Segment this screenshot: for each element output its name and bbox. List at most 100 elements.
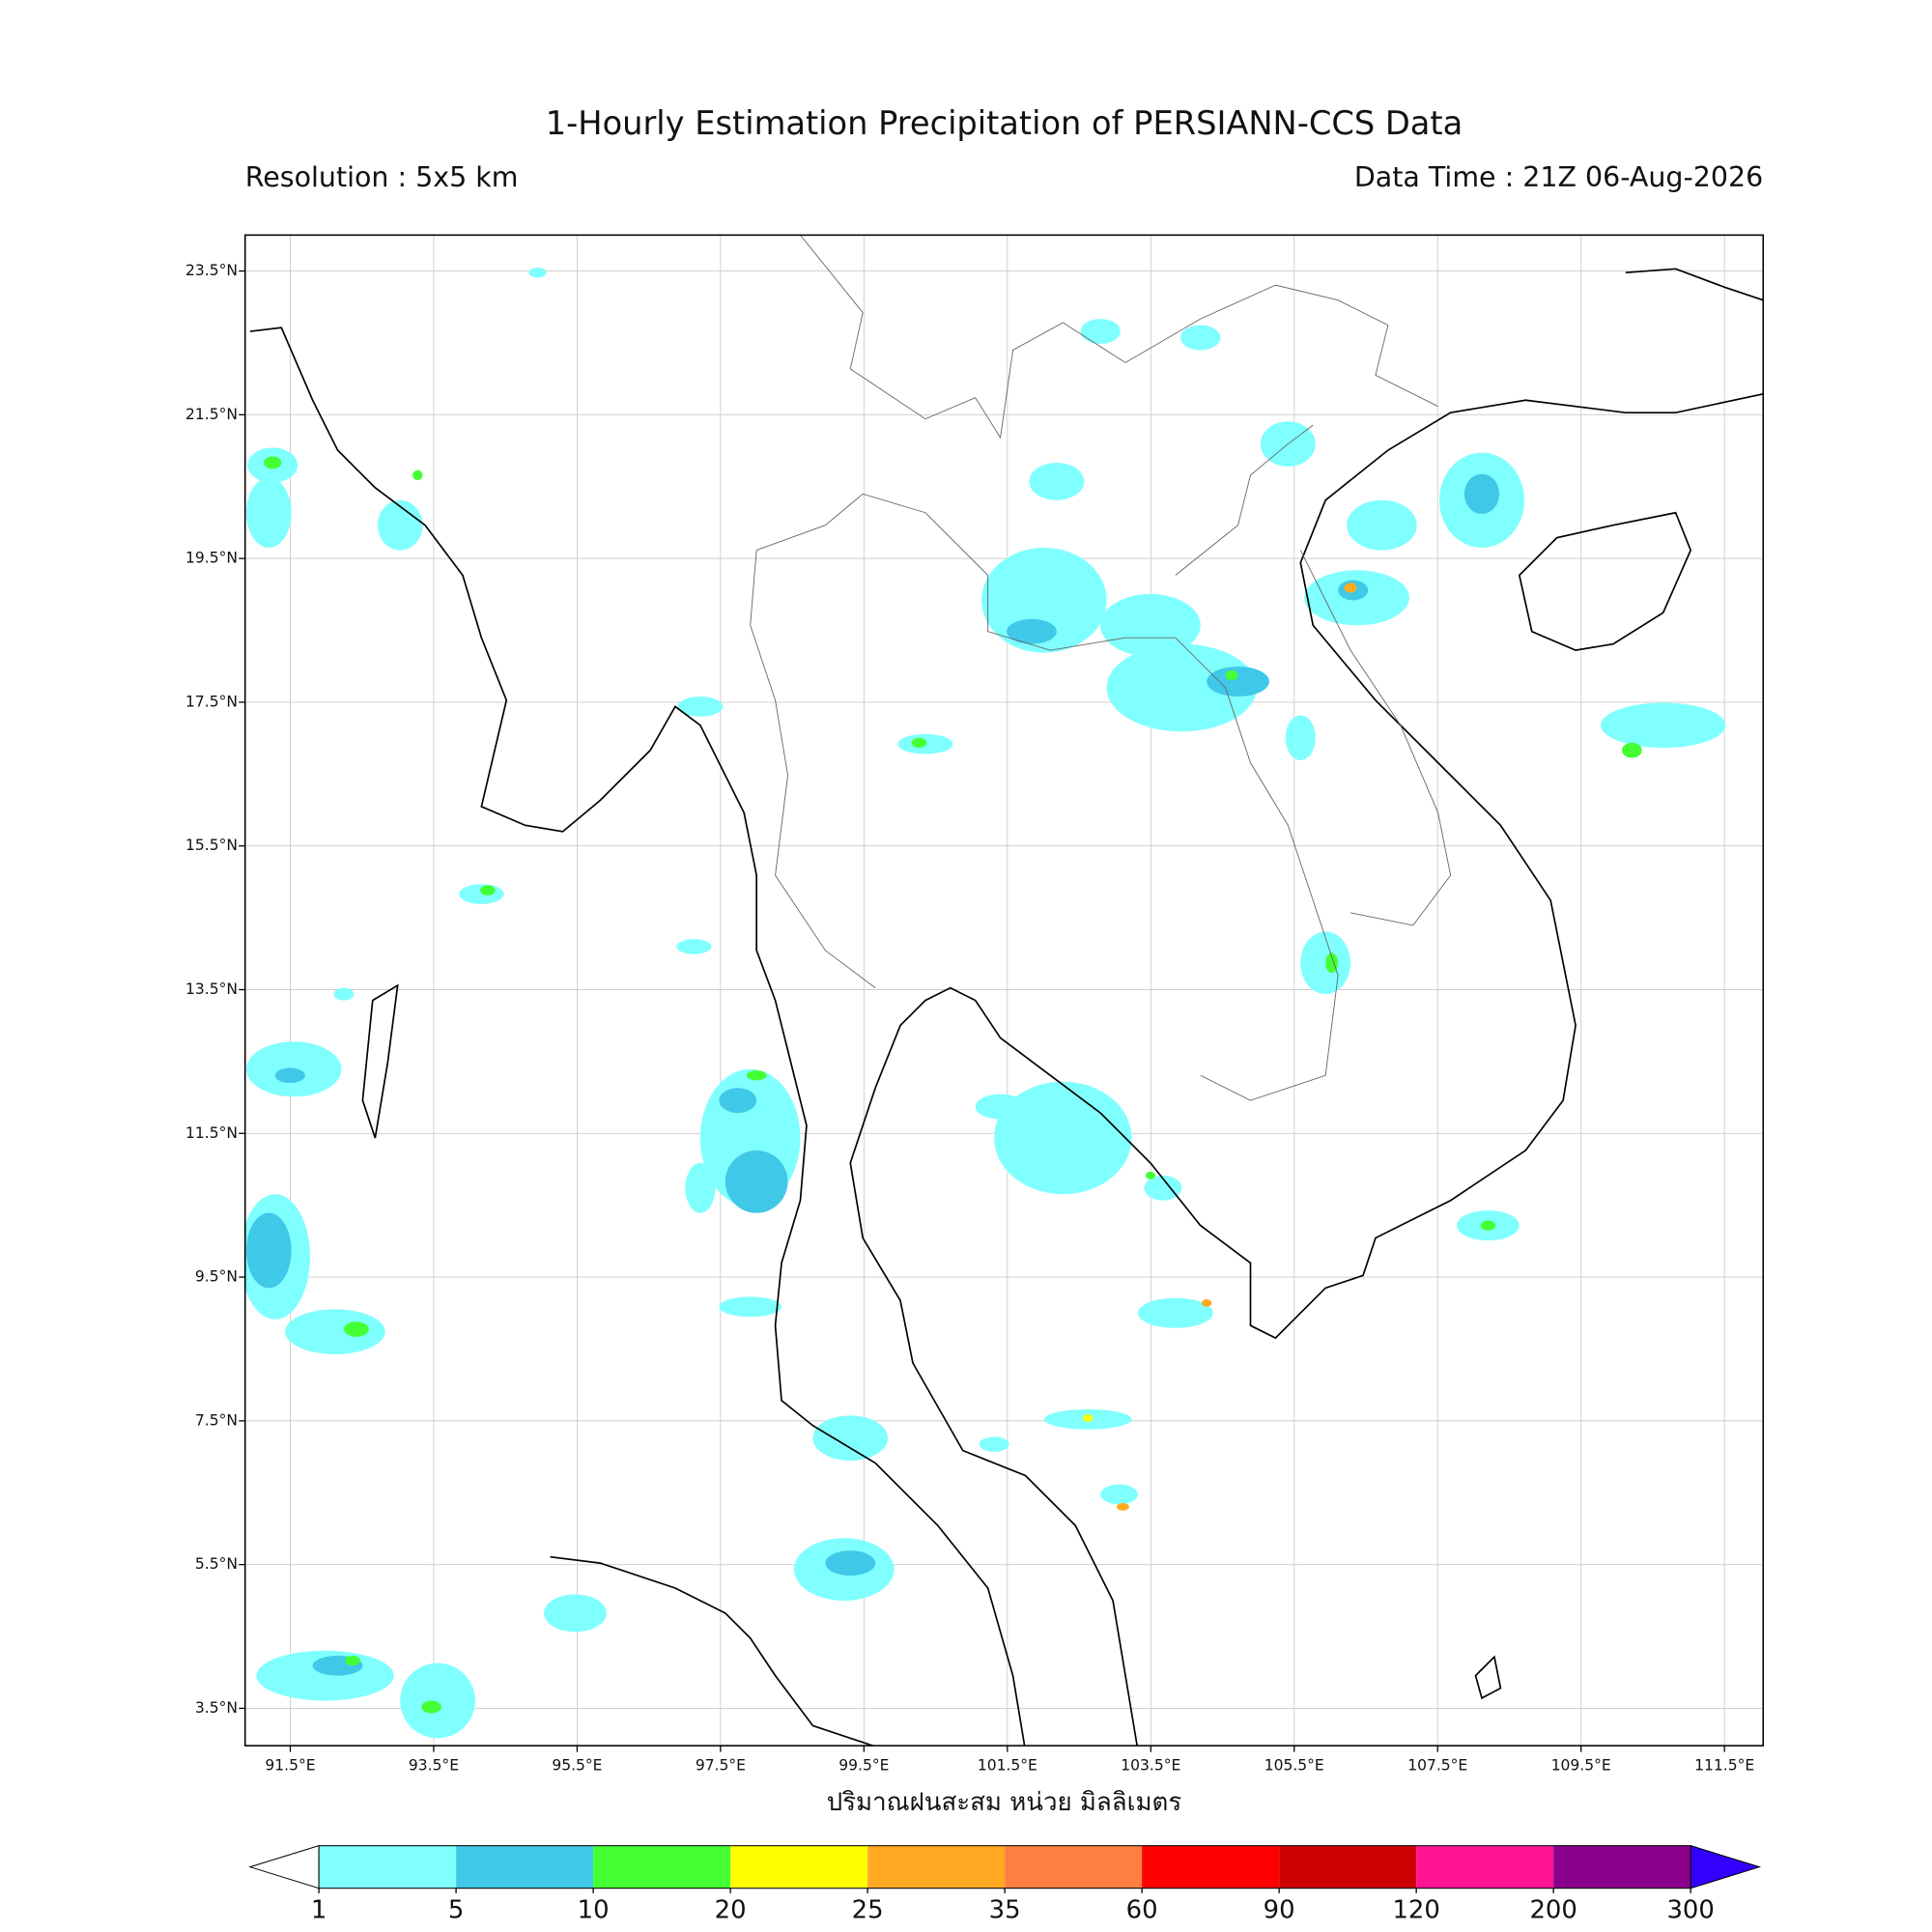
rain-area (421, 1700, 441, 1714)
title: 1-Hourly Estimation Precipitation of PER… (546, 104, 1463, 142)
colorbar-segment (1279, 1845, 1417, 1889)
coastlines (249, 235, 1764, 1747)
rain-area (979, 1436, 1009, 1452)
rain-area (825, 1550, 876, 1577)
rain-area (1207, 666, 1269, 697)
colorbar-label: 90 (1264, 1895, 1295, 1924)
coastline (550, 1555, 876, 1747)
rain-area (377, 499, 423, 551)
colorbar-segment (867, 1845, 1006, 1889)
data-time: Data Time : 21Z 06-Aug-2026 (1354, 161, 1763, 193)
rain-area (412, 469, 423, 481)
rain-area (345, 1655, 360, 1666)
rain-area (1480, 1220, 1496, 1231)
island (361, 983, 399, 1139)
y-tick-label: 3.5°N (195, 1699, 238, 1717)
rain-area (1202, 1298, 1212, 1307)
x-tick-label: 101.5°E (978, 1756, 1037, 1774)
colorbar-segment (1416, 1845, 1554, 1889)
rain-area (1029, 462, 1085, 500)
colorbar-segment (730, 1845, 868, 1889)
colorbar-segment (1553, 1845, 1691, 1889)
border (1175, 424, 1314, 576)
rain-area (1100, 593, 1201, 657)
colorbar-segment (593, 1845, 731, 1889)
colorbar-label: 60 (1126, 1895, 1158, 1924)
rain-area (1007, 618, 1057, 644)
rain-area (1285, 715, 1316, 761)
colorbar-label: 10 (578, 1895, 610, 1924)
rain-area (1106, 643, 1257, 732)
rain-area (1600, 702, 1726, 749)
map-frame (243, 234, 1765, 1747)
rain-area (528, 268, 547, 278)
border (1299, 550, 1452, 926)
rain-area (1144, 1175, 1182, 1201)
colorbar: 1 5 10 20 25 35 60 90 120 200 300 (248, 1844, 1762, 1924)
grid (244, 235, 1764, 1747)
rain-area (975, 1094, 1026, 1120)
y-tick-label: 13.5°N (185, 980, 238, 998)
rain-area (719, 1088, 757, 1114)
rain-area (1463, 473, 1500, 515)
border (750, 550, 876, 989)
rain-area (1100, 1484, 1138, 1505)
rain-area (911, 737, 927, 749)
rain-area (1344, 582, 1357, 593)
y-tick-label: 23.5°N (185, 262, 238, 279)
x-tick-label: 109.5°E (1551, 1756, 1611, 1774)
rain-area (812, 1415, 889, 1461)
colorbar-label: 120 (1392, 1895, 1439, 1924)
x-tick-label: 111.5°E (1694, 1756, 1754, 1774)
rain-area (544, 1594, 607, 1633)
rain-area (676, 939, 712, 954)
rain-area (1225, 669, 1238, 681)
rain-area (724, 1150, 788, 1213)
x-tick-label: 95.5°E (552, 1756, 602, 1774)
rain-area (1137, 1297, 1213, 1328)
colorbar-label: 35 (989, 1895, 1021, 1924)
rain-area (480, 885, 496, 895)
x-tick-label: 105.5°E (1264, 1756, 1324, 1774)
rain-area (1347, 499, 1417, 551)
border (756, 493, 1339, 1101)
island (1518, 511, 1692, 652)
rain-area (677, 696, 724, 717)
rain-area (1116, 1502, 1129, 1511)
coastline (849, 392, 1764, 1747)
rain-area (274, 1067, 305, 1084)
colorbar-label: 300 (1666, 1895, 1714, 1924)
rain-area (246, 477, 292, 548)
colorbar-label: 200 (1529, 1895, 1577, 1924)
rain-area (1180, 325, 1221, 351)
rain-area (343, 1321, 369, 1337)
y-tick-label: 9.5°N (195, 1268, 238, 1286)
rain-area (333, 987, 355, 1001)
x-tick-label: 91.5°E (265, 1756, 315, 1774)
colorbar-label: 25 (852, 1895, 884, 1924)
resolution: Resolution : 5x5 km (245, 161, 519, 193)
rain-area (459, 884, 504, 904)
rain-area (1145, 1171, 1156, 1179)
rain-area (264, 456, 282, 469)
y-tick-label: 19.5°N (185, 550, 238, 567)
colorbar-over (1690, 1844, 1762, 1889)
y-tick-label: 7.5°N (195, 1411, 238, 1429)
colorbar-segment (1005, 1845, 1143, 1889)
coastline (1625, 268, 1764, 301)
rain-area (719, 1296, 782, 1318)
colorbar-label: 1 (311, 1895, 327, 1924)
x-tick-label: 93.5°E (409, 1756, 459, 1774)
rain-area (1080, 319, 1121, 344)
x-tick-label: 97.5°E (696, 1756, 746, 1774)
x-tick-label: 99.5°E (838, 1756, 889, 1774)
x-tick-label: 103.5°E (1121, 1756, 1180, 1774)
rain-area (285, 1309, 385, 1354)
colorbar-segment (319, 1845, 457, 1889)
precipitation (244, 268, 1726, 1739)
coastline (249, 327, 1026, 1747)
rain-area (1621, 742, 1642, 758)
y-tick-label: 11.5°N (185, 1124, 238, 1142)
x-tick-label: 107.5°E (1407, 1756, 1467, 1774)
